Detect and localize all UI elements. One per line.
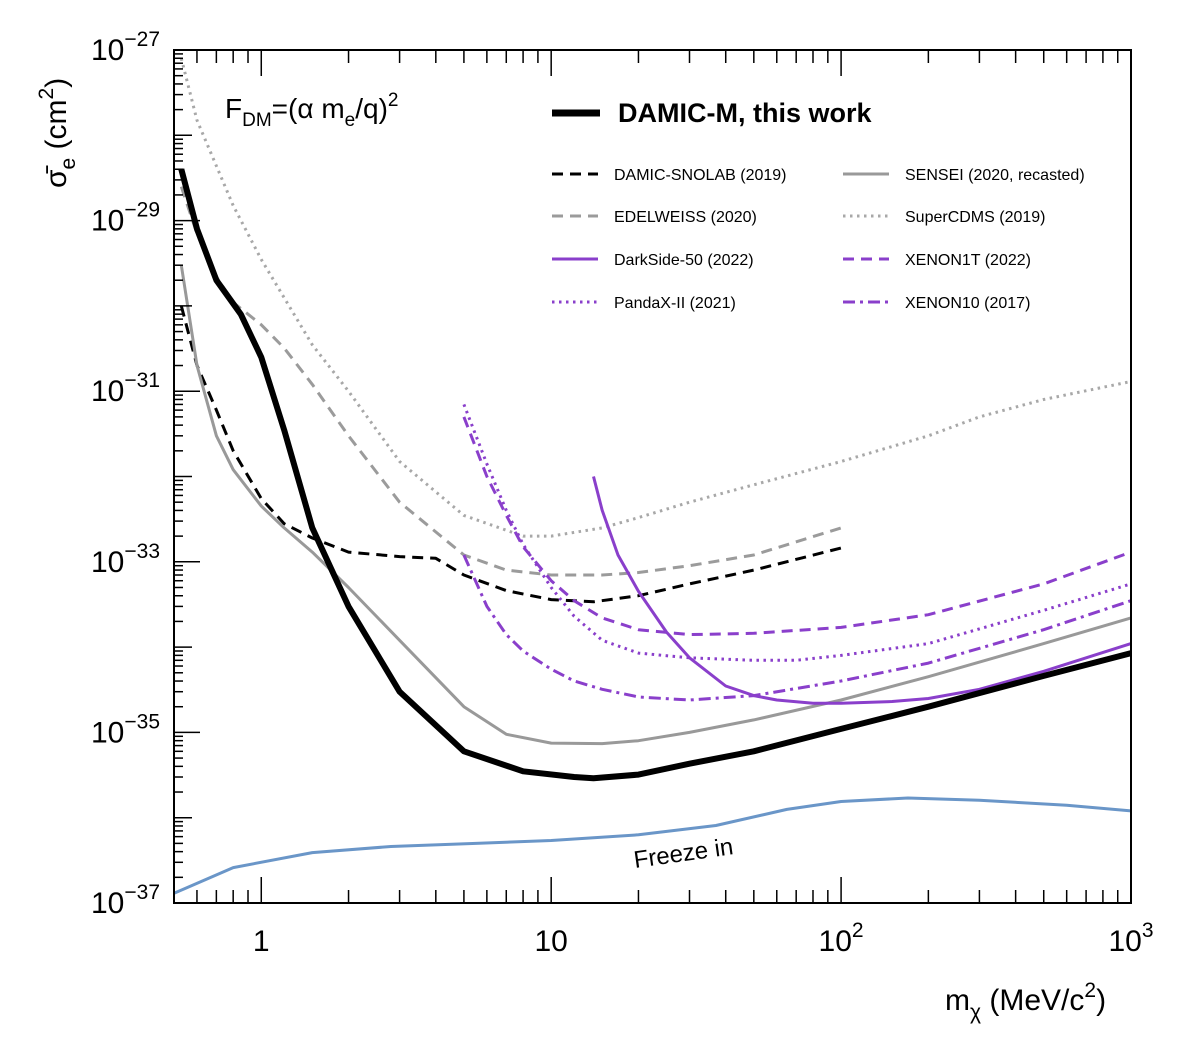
y-tick-label: 10−33	[91, 540, 160, 579]
x-tick-label: 1	[253, 925, 270, 958]
legend-label: XENON1T (2022)	[905, 252, 1031, 269]
series-line-damic-m-this-work	[178, 168, 1131, 782]
series-line-sensei-2020-recasted	[179, 264, 1131, 746]
y-tick-label: 10−37	[91, 881, 160, 920]
series-line-edelweiss-2020	[179, 186, 842, 577]
series-line-supercdms-2019	[179, 57, 1131, 538]
series-line-xenon10-2017	[462, 554, 1131, 702]
x-tick-label: 103	[1108, 919, 1153, 958]
legend: DAMIC-M, this work DAMIC-SNOLAB (2019) SEN…	[552, 98, 1085, 312]
annotation-sub-dm: DM	[242, 110, 272, 131]
series-line-pandax-ii-2021	[462, 403, 1131, 662]
annotation-formfactor: FDM=(α me/q)2	[225, 90, 398, 131]
legend-label: DAMIC-M, this work	[618, 98, 872, 128]
legend-label: DarkSide-50 (2022)	[614, 252, 754, 269]
y-tick-label: 10−35	[91, 710, 160, 749]
legend-label: XENON10 (2017)	[905, 295, 1030, 312]
y-tick-label: 10−27	[91, 28, 160, 67]
y-axis-title: σ̄e (cm2)	[35, 78, 80, 188]
x-axis-title: mχ (MeV/c2)	[945, 979, 1106, 1024]
axis-ticks	[173, 49, 1132, 904]
series-curves	[174, 57, 1131, 895]
series-line-damic-snolab-2019	[179, 305, 842, 604]
legend-label: DAMIC-SNOLAB (2019)	[614, 167, 787, 184]
series-line-freeze-in	[174, 796, 1131, 895]
legend-label: EDELWEISS (2020)	[614, 209, 757, 226]
y-tick-label: 10−31	[91, 369, 160, 408]
legend-label: SuperCDMS (2019)	[905, 209, 1046, 226]
series-line-darkside-50-2022	[592, 476, 1131, 705]
freeze-in-label: Freeze in	[632, 833, 735, 874]
x-tick-label: 102	[819, 919, 864, 958]
series-line-xenon1t-2022	[462, 416, 1131, 637]
axis-tick-labels: 1 10 102 103 10−37 10−35 10−33 10−31 10−29 10−27	[91, 28, 1154, 958]
legend-label: SENSEI (2020, recasted)	[905, 167, 1085, 184]
x-tick-label: 10	[534, 925, 567, 958]
legend-label: PandaX-II (2021)	[614, 295, 736, 312]
y-tick-label: 10−29	[91, 199, 160, 238]
